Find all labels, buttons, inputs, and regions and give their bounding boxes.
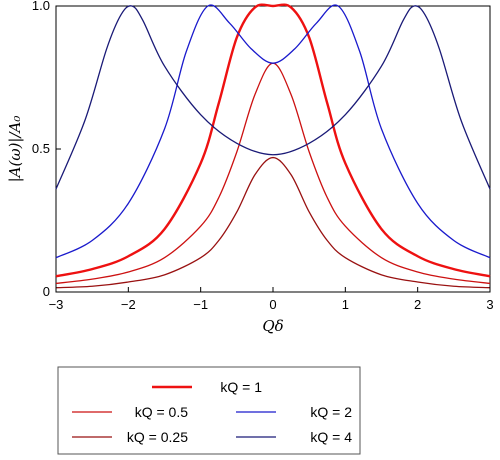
y-tick-label: 0 <box>43 284 50 299</box>
y-tick-label: 1.0 <box>32 0 50 13</box>
x-ticks: −3 −2 −1 0 1 2 3 <box>49 287 494 312</box>
x-axis-label: Qδ <box>262 317 283 335</box>
x-tick-label: −1 <box>193 297 208 312</box>
x-tick-label: 3 <box>486 297 493 312</box>
legend-box <box>57 366 361 455</box>
x-tick-label: 1 <box>342 297 349 312</box>
series-line-2 <box>55 4 491 259</box>
series-line-4 <box>55 5 491 190</box>
x-tick-label: 2 <box>414 297 421 312</box>
series-line-0 <box>55 3 491 278</box>
x-tick-label: −3 <box>49 297 64 312</box>
x-tick-label: 0 <box>269 297 276 312</box>
legend-label-4: kQ = 4 <box>310 429 352 445</box>
legend-label-3: kQ = 0.25 <box>127 429 188 445</box>
y-axis-label: |A(ω)|/A₀ <box>6 116 24 183</box>
series-line-1 <box>55 62 491 285</box>
legend-label-1: kQ = 0.5 <box>135 404 189 420</box>
legend-label-2: kQ = 2 <box>310 404 352 420</box>
legend-label-0: kQ = 1 <box>220 379 262 395</box>
plot-frame <box>55 5 491 293</box>
y-ticks: 0 0.5 1.0 <box>32 0 61 299</box>
legend: kQ = 1 kQ = 0.5 kQ = 2 kQ = 0.25 kQ = 4 <box>72 379 352 445</box>
x-tick-label: −2 <box>121 297 136 312</box>
series-line-3 <box>55 156 491 289</box>
series-layer <box>55 3 491 289</box>
y-tick-label: 0.5 <box>32 141 50 156</box>
